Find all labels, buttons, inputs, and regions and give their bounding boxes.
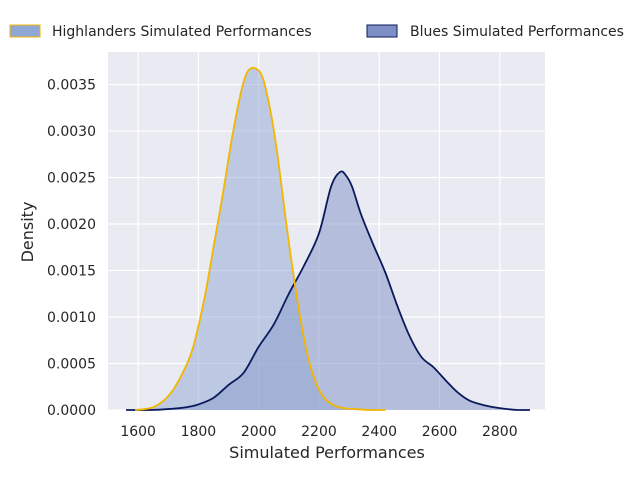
y-axis-label: Density <box>18 202 37 263</box>
x-tick-label-5: 2600 <box>422 424 458 440</box>
y-tick-label-2: 0.0010 <box>47 310 96 326</box>
y-tick-label-4: 0.0020 <box>47 217 96 233</box>
series-line-0 <box>134 66 386 411</box>
y-tick-label-1: 0.0005 <box>47 357 96 373</box>
x-axis-ticks: 1600 1800 2000 2200 2400 2600 2800 <box>120 424 517 440</box>
y-tick-label-3: 0.0015 <box>47 264 96 280</box>
y-tick-label-6: 0.0030 <box>47 124 96 140</box>
x-axis-label: Simulated Performances <box>229 443 425 462</box>
x-tick-label-3: 2200 <box>301 424 337 440</box>
series-line-1 <box>126 170 530 411</box>
y-tick-label-7: 0.0035 <box>47 78 96 94</box>
legend-swatch-1 <box>366 24 398 38</box>
legend-swatch-0 <box>9 24 41 38</box>
series-area-1 <box>126 171 530 410</box>
y-tick-label-5: 0.0025 <box>47 171 96 187</box>
series-areas <box>126 67 530 410</box>
y-axis-ticks: 0.0000 0.0005 0.0010 0.0015 0.0020 0.0025 0.00… <box>47 78 96 419</box>
legend-label-1: Blues Simulated Performances <box>410 24 624 40</box>
x-tick-label-1: 1800 <box>181 424 217 440</box>
y-tick-label-0: 0.0000 <box>47 403 96 419</box>
series-area-0 <box>135 67 386 410</box>
x-tick-label-4: 2400 <box>361 424 397 440</box>
x-tick-label-6: 2800 <box>482 424 518 440</box>
legend: Highlanders Simulated Performances Blues … <box>9 24 624 40</box>
x-tick-label-0: 1600 <box>120 424 156 440</box>
legend-label-0: Highlanders Simulated Performances <box>52 24 312 40</box>
series-lines <box>126 66 530 411</box>
x-tick-label-2: 2000 <box>241 424 277 440</box>
